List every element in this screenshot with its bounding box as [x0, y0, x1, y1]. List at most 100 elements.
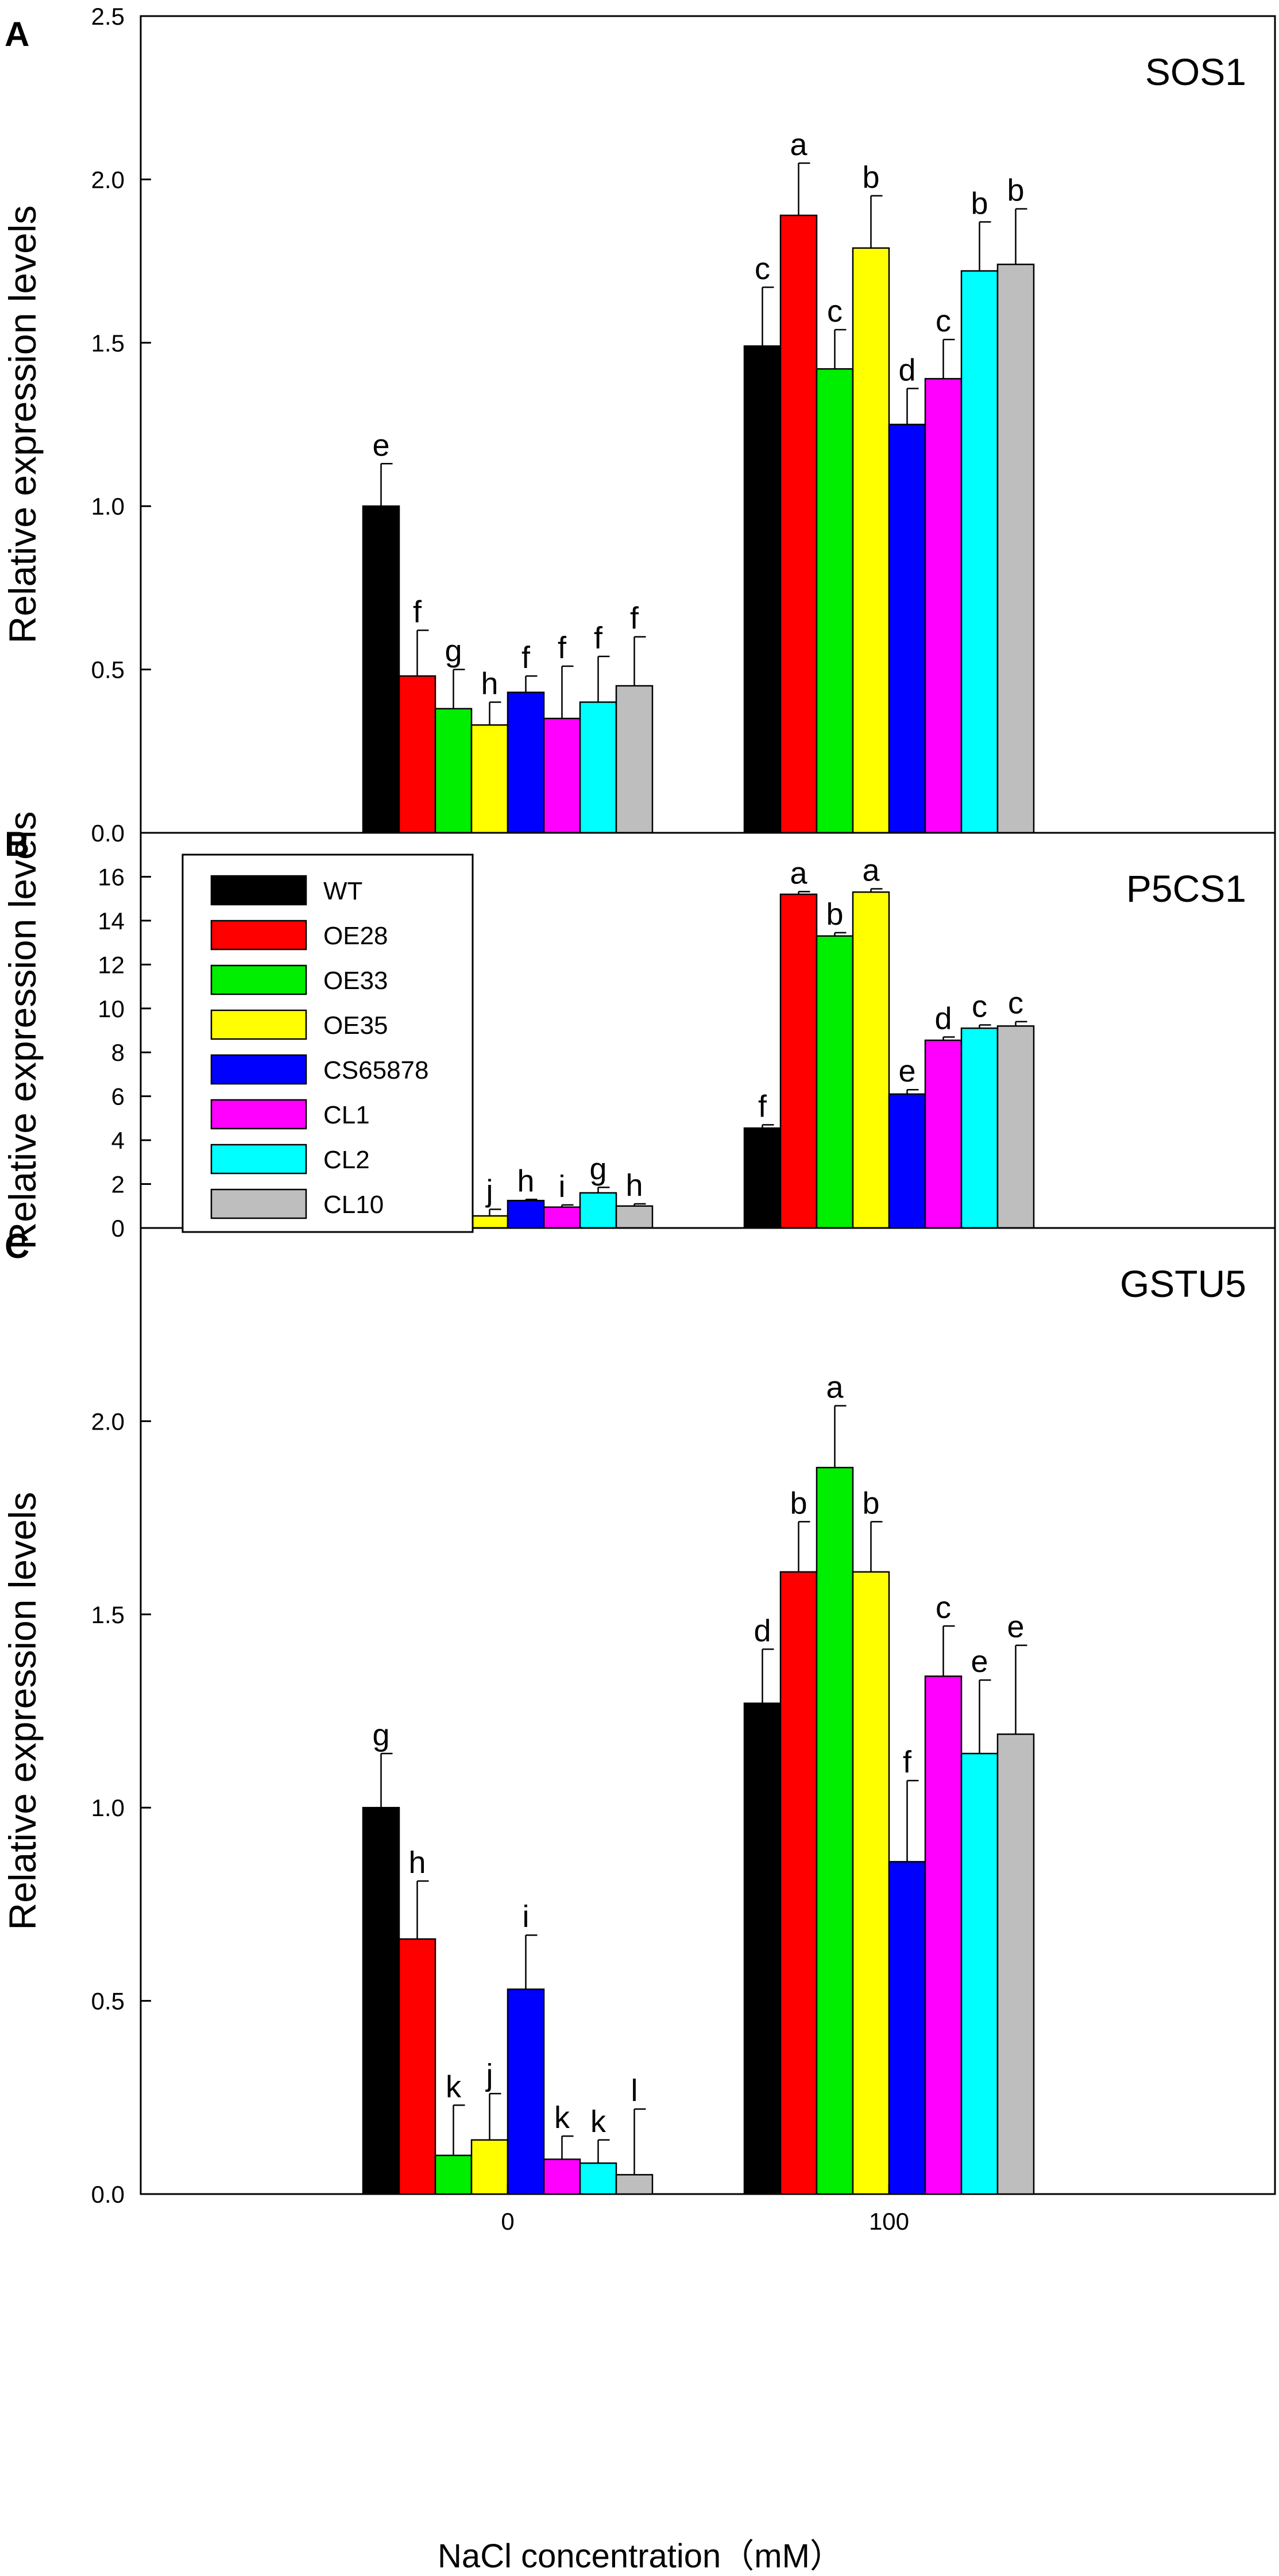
significance-letter: h: [625, 1168, 643, 1203]
bar-cl10: [615, 1205, 654, 1229]
significance-letter: f: [903, 1745, 912, 1779]
significance-letter: f: [558, 631, 567, 665]
significance-letter: h: [408, 1845, 426, 1880]
legend-label: OE33: [323, 967, 388, 995]
significance-letter: d: [898, 353, 915, 387]
bar-oe28: [398, 1938, 436, 2195]
significance-letter: j: [485, 1174, 493, 1208]
legend-label: CL2: [323, 1146, 370, 1174]
significance-letter: k: [590, 2104, 606, 2139]
significance-letter: i: [523, 1899, 530, 1934]
y-tick-label: 2: [111, 1171, 125, 1198]
significance-letter: e: [1007, 1610, 1024, 1644]
y-tick-label: 10: [98, 995, 125, 1022]
significance-letter: f: [521, 640, 531, 675]
bar-cl10: [996, 1733, 1035, 2195]
bar-oe28: [779, 214, 818, 834]
legend-swatch-wt: [210, 875, 307, 906]
bar-oe35: [852, 891, 890, 1229]
bar-oe33: [816, 1466, 854, 2195]
significance-letter: b: [826, 897, 843, 932]
y-tick-label: 1.0: [91, 1794, 125, 1821]
significance-letter: b: [790, 1486, 807, 1520]
significance-letter: f: [630, 601, 639, 636]
bar-cs65878: [507, 1199, 545, 1229]
bar-cl1: [924, 1675, 963, 2195]
legend-swatch-cs65878: [210, 1054, 307, 1085]
bar-oe28: [779, 893, 818, 1229]
y-tick-label: 8: [111, 1039, 125, 1066]
y-axis-title: Relative expression levels: [1, 1492, 44, 1930]
bar-oe33: [434, 708, 473, 834]
bar-cl1: [543, 2158, 581, 2195]
y-tick-label: 2.0: [91, 1408, 125, 1435]
legend: WT OE28 OE33 OE35 CS65878 CL1 CL2 CL10: [181, 853, 474, 1233]
x-tick-label: 100: [869, 2208, 909, 2235]
legend-swatch-oe33: [210, 964, 307, 995]
significance-letter: b: [971, 186, 988, 221]
y-tick-label: 1.5: [91, 1601, 125, 1628]
y-axis-title: Relative expression levels: [1, 811, 44, 1249]
y-tick-label: 4: [111, 1127, 125, 1154]
bar-cs65878: [507, 1988, 545, 2195]
bar-oe35: [852, 1571, 890, 2195]
significance-letter: f: [413, 594, 422, 629]
significance-letter: g: [372, 1718, 389, 1752]
y-tick-label: 0: [111, 1215, 125, 1242]
x-axis-title: NaCl concentration（mM）: [438, 2538, 843, 2575]
significance-letter: a: [790, 128, 807, 162]
significance-letter: b: [862, 160, 879, 195]
y-tick-label: 0.5: [91, 1988, 125, 2015]
chart-title: SOS1: [1145, 51, 1246, 93]
significance-letter: k: [446, 2069, 462, 2104]
panel-letter: A: [5, 15, 29, 53]
y-tick-label: 2.0: [91, 166, 125, 193]
y-tick-label: 2.5: [91, 3, 125, 30]
bar-cl2: [960, 1027, 999, 1229]
bar-cl2: [579, 1192, 617, 1229]
bar-cl1: [543, 1206, 581, 1229]
bar-oe33: [816, 935, 854, 1229]
significance-letter: h: [517, 1164, 534, 1198]
significance-letter: c: [936, 304, 951, 338]
legend-label: CL10: [323, 1191, 384, 1219]
y-tick-label: 0.0: [91, 2181, 125, 2208]
y-tick-label: 0.0: [91, 820, 125, 847]
y-tick-label: 12: [98, 951, 125, 978]
significance-letter: b: [1007, 173, 1024, 208]
y-tick-label: 6: [111, 1083, 125, 1110]
bar-cl10: [996, 1025, 1035, 1229]
bar-oe35: [470, 2139, 509, 2195]
y-axis-title: Relative expression levels: [1, 205, 44, 643]
bar-oe35: [470, 724, 509, 834]
plot-frame: [140, 1227, 1276, 2195]
panel-letter: C: [5, 1227, 29, 1265]
legend-label: OE28: [323, 922, 388, 950]
bar-cl2: [579, 2162, 617, 2195]
bar-oe33: [434, 2154, 473, 2195]
significance-letter: d: [934, 1001, 952, 1036]
y-tick-label: 1.5: [91, 330, 125, 357]
significance-letter: a: [862, 853, 880, 887]
legend-label: WT: [323, 877, 362, 905]
legend-swatch-oe35: [210, 1009, 307, 1040]
bar-cs65878: [507, 692, 545, 834]
bar-oe28: [398, 675, 436, 834]
chart-panel-c: C GSTU5 Relative expression levels 0.0 0.5 1.…: [1, 1227, 1276, 2235]
y-tick-label: 1.0: [91, 493, 125, 520]
bar-oe33: [816, 368, 854, 834]
x-tick-label: 0: [501, 2208, 514, 2235]
bar-cl1: [924, 378, 963, 834]
bar-wt: [362, 1806, 400, 2195]
bar-wt: [743, 1702, 782, 2195]
legend-label: CS65878: [323, 1056, 428, 1084]
bar-oe35: [470, 1215, 509, 1229]
bar-cl10: [996, 264, 1035, 834]
y-tick-label: 14: [98, 907, 125, 934]
significance-letter: f: [758, 1089, 767, 1123]
bar-wt: [743, 1127, 782, 1229]
significance-letter: c: [972, 989, 987, 1024]
significance-letter: e: [372, 428, 389, 462]
bar-wt: [362, 505, 400, 834]
